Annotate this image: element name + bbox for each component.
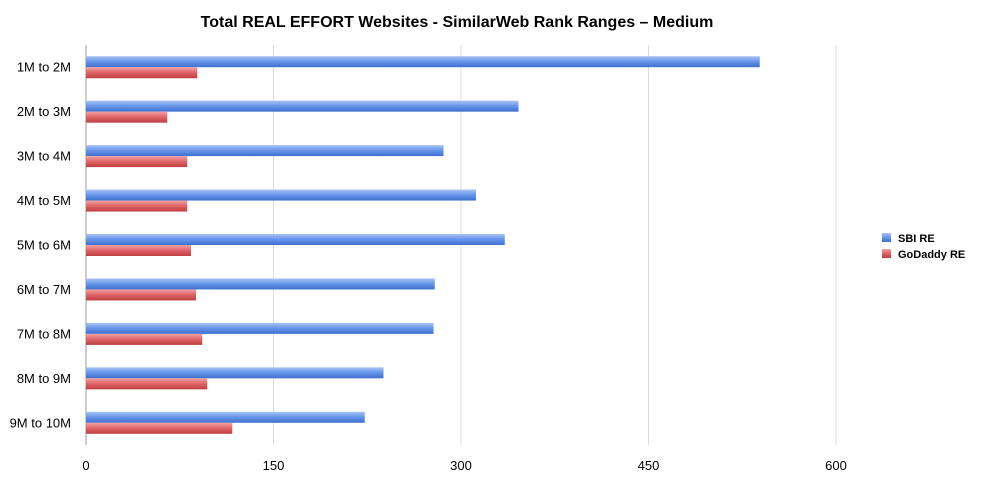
bar-sbi-re-6 [86,322,434,334]
category-label: 4M to 5M [17,193,71,208]
category-label: 6M to 7M [17,282,71,297]
bars [86,56,760,434]
bar-sbi-re-1 [86,100,519,112]
x-tick-label: 450 [638,458,660,473]
category-label: 8M to 9M [17,371,71,386]
x-tick-labels: 0 150 300 450 600 [82,458,846,473]
legend-swatch-godaddy-re [882,249,891,258]
bar-godaddy-re-6 [86,333,203,345]
category-label: 7M to 8M [17,326,71,341]
bar-sbi-re-7 [86,367,384,379]
category-label: 3M to 4M [17,149,71,164]
bar-godaddy-re-8 [86,422,233,434]
bar-sbi-re-0 [86,56,760,68]
bar-godaddy-re-3 [86,200,188,212]
legend-label-sbi-re: SBI RE [898,233,935,245]
x-tick-label: 150 [263,458,285,473]
bar-godaddy-re-0 [86,67,198,79]
bar-sbi-re-2 [86,145,444,157]
bar-sbi-re-3 [86,189,476,201]
bar-godaddy-re-5 [86,289,196,301]
bar-godaddy-re-7 [86,378,208,390]
bar-godaddy-re-1 [86,111,168,123]
x-tick-label: 0 [82,458,89,473]
category-labels: 1M to 2M 2M to 3M 3M to 4M 4M to 5M 5M to 6M… [10,60,71,431]
category-label: 2M to 3M [17,104,71,119]
category-label: 9M to 10M [10,415,71,430]
bar-godaddy-re-4 [86,245,191,256]
legend: SBI RE GoDaddy RE [882,233,965,261]
bar-sbi-re-8 [86,411,365,423]
bar-godaddy-re-2 [86,156,188,168]
category-label: 1M to 2M [17,60,71,75]
legend-label-godaddy-re: GoDaddy RE [898,249,965,261]
bar-sbi-re-5 [86,278,435,290]
category-label: 5M to 6M [17,238,71,253]
chart-title: Total REAL EFFORT Websites - SimilarWeb … [201,14,714,31]
x-tick-label: 600 [825,458,847,473]
legend-swatch-sbi-re [882,233,891,242]
bar-sbi-re-4 [86,234,505,245]
x-tick-label: 300 [450,458,472,473]
